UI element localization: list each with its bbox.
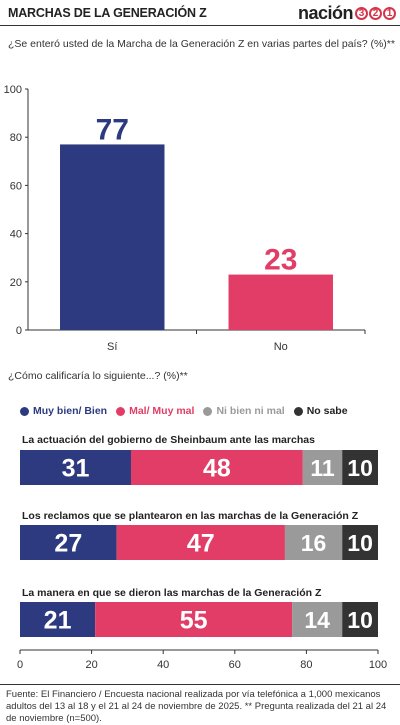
- legend-item-good: Muy bien/ Bien: [20, 405, 107, 417]
- logo-digit-2: 2: [369, 7, 382, 20]
- legend-label-unknown: No sabe: [306, 405, 348, 417]
- segment-value-label: 10: [347, 607, 373, 633]
- brand-logo: nación 3 2 1: [298, 3, 396, 24]
- stack-segment: [342, 450, 378, 485]
- segment-value-label: 47: [187, 530, 215, 558]
- row-title-1: La actuación del gobierno de Sheinbaum a…: [22, 434, 315, 446]
- x-tick-label: 60: [229, 659, 241, 671]
- segment-value-label: 14: [304, 607, 330, 633]
- chart-legend: Muy bien/ Bien Mal/ Muy mal Ni bien ni m…: [20, 405, 357, 417]
- x-tick-label: Sí: [107, 341, 117, 353]
- stack-segment: [116, 525, 285, 560]
- y-tick-label: 20: [10, 277, 22, 289]
- legend-item-unknown: No sabe: [293, 405, 348, 417]
- stack-segment: [20, 450, 131, 485]
- logo-digit-1: 1: [383, 7, 396, 20]
- segment-value-label: 21: [44, 607, 72, 635]
- stack-segment: [20, 602, 96, 637]
- header-divider: [0, 25, 400, 26]
- segment-value-label: 48: [203, 455, 231, 483]
- segment-value-label: 10: [347, 455, 373, 481]
- question-2: ¿Cómo calificaría lo siguiente...? (%)**: [8, 370, 188, 382]
- bar-value-label: 23: [264, 244, 297, 277]
- y-tick-label: 100: [4, 84, 22, 96]
- legend-swatch-bad: [116, 406, 126, 416]
- legend-item-bad: Mal/ Muy mal: [116, 405, 194, 417]
- legend-item-neutral: Ni bien ni mal: [203, 405, 285, 417]
- segment-value-label: 31: [62, 455, 90, 483]
- source-footnote: Fuente: El Financiero / Encuesta naciona…: [6, 689, 387, 724]
- row-title-3: La manera en que se dieron las marchas d…: [22, 587, 322, 599]
- y-tick-label: 60: [10, 180, 22, 192]
- bar-value-label: 77: [96, 113, 129, 146]
- y-tick-label: 40: [10, 229, 22, 241]
- x-tick-label: 80: [300, 659, 312, 671]
- segment-value-label: 55: [180, 607, 208, 635]
- bar-chart-awareness: 0 20 40 60 80 100 77 Sí 23 No: [4, 84, 366, 353]
- legend-label-good: Muy bien/ Bien: [33, 405, 108, 417]
- stack-segment: [130, 450, 303, 485]
- question-1: ¿Se enteró usted de la Marcha de la Gene…: [8, 38, 395, 50]
- logo-digit-3: 3: [355, 7, 368, 20]
- y-tick-label: 0: [16, 325, 22, 337]
- stack-segment: [20, 525, 117, 560]
- legend-swatch-neutral: [203, 406, 213, 416]
- footer-divider: [0, 684, 400, 685]
- legend-label-bad: Mal/ Muy mal: [129, 405, 195, 417]
- stack-segment: [302, 450, 343, 485]
- x-tick-label: 100: [369, 659, 387, 671]
- legend-swatch-good: [20, 406, 29, 416]
- x-tick-label: 20: [85, 659, 97, 671]
- segment-value-label: 11: [310, 455, 335, 481]
- legend-label-neutral: Ni bien ni mal: [216, 405, 285, 417]
- stack-segment: [342, 602, 378, 637]
- chart-header-title: MARCHAS DE LA GENERACIÓN Z: [8, 6, 207, 20]
- legend-swatch-unknown: [293, 406, 303, 416]
- stack-segment: [95, 602, 293, 637]
- bar-1: [60, 144, 165, 330]
- segment-value-label: 10: [347, 530, 373, 556]
- segment-value-label: 16: [301, 530, 327, 556]
- x-tick-label: No: [274, 341, 288, 353]
- stack-segment: [284, 525, 343, 560]
- y-tick-label: 80: [10, 132, 22, 144]
- bar-2: [228, 274, 333, 330]
- segment-value-label: 27: [54, 530, 82, 558]
- x-tick-label: 0: [17, 659, 23, 671]
- row-title-2: Los reclamos que se plantearon en las ma…: [22, 510, 359, 522]
- logo-text: nación: [297, 3, 354, 23]
- x-tick-label: 40: [157, 659, 169, 671]
- stack-segment: [342, 525, 378, 560]
- stack-segment: [292, 602, 343, 637]
